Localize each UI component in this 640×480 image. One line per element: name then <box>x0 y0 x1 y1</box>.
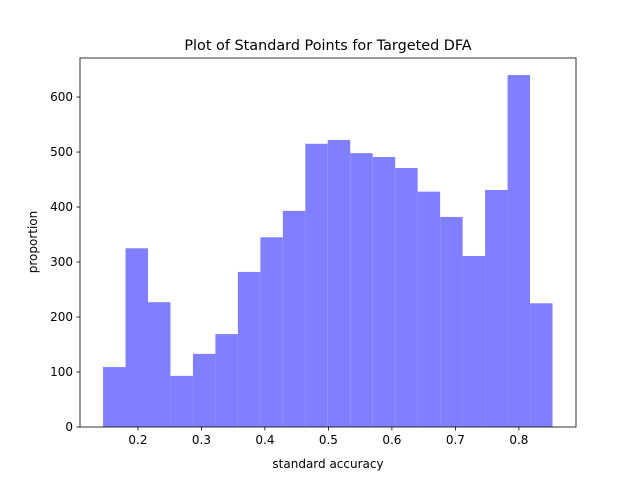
bar <box>215 334 238 427</box>
bar <box>305 143 328 427</box>
bar <box>260 237 283 427</box>
bar <box>485 189 508 427</box>
bar <box>530 303 553 427</box>
bar <box>103 367 126 427</box>
bar <box>237 271 261 427</box>
bar <box>417 191 441 427</box>
x-tick-label: 0.7 <box>446 433 465 447</box>
bar <box>192 353 216 427</box>
y-tick-label: 100 <box>50 365 73 379</box>
bar <box>350 153 373 427</box>
bar <box>395 167 418 427</box>
x-tick-label: 0.6 <box>382 433 401 447</box>
x-tick-label: 0.8 <box>509 433 528 447</box>
x-tick-label: 0.2 <box>128 433 147 447</box>
x-axis-label: standard accuracy <box>272 457 383 471</box>
x-tick-label: 0.3 <box>192 433 211 447</box>
y-tick-label: 300 <box>50 255 73 269</box>
x-tick-label: 0.5 <box>319 433 338 447</box>
bar <box>170 375 193 427</box>
bar <box>282 210 306 427</box>
bar <box>327 139 351 427</box>
axes-frame <box>79 57 577 428</box>
y-axis-label: proportion <box>26 211 40 274</box>
y-tick-label: 600 <box>50 90 73 104</box>
chart-title: Plot of Standard Points for Targeted DFA <box>184 38 471 54</box>
bar <box>125 248 148 427</box>
x-tick-label: 0.4 <box>255 433 274 447</box>
bar <box>462 255 486 427</box>
bar <box>507 75 531 427</box>
bar <box>372 156 396 428</box>
y-tick-label: 200 <box>50 310 73 324</box>
y-tick-label: 0 <box>65 420 73 434</box>
bar <box>147 302 171 427</box>
bar <box>440 216 463 427</box>
y-tick-label: 500 <box>50 145 73 159</box>
y-tick-label: 400 <box>50 200 73 214</box>
